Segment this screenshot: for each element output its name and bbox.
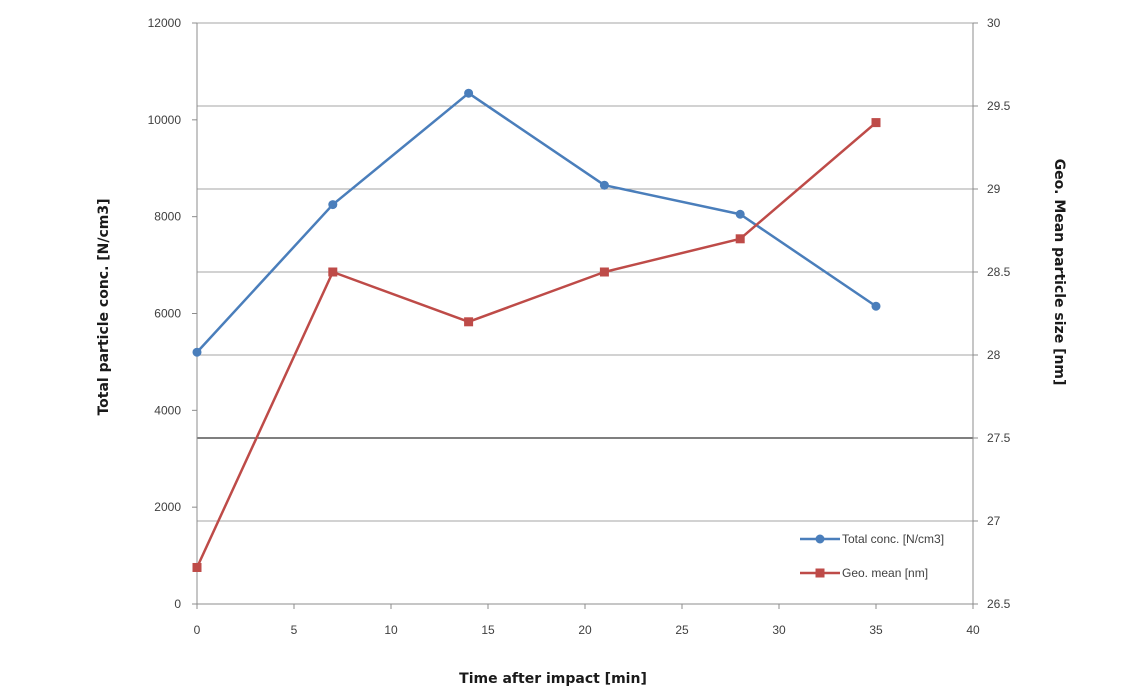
data-point (192, 347, 202, 357)
data-point (871, 118, 881, 128)
right-y-tick-label: 26.5 (987, 597, 1011, 611)
left-y-tick-label: 0 (174, 597, 181, 611)
left-y-tick-label: 8000 (154, 210, 181, 224)
series-geo-mean (192, 118, 881, 572)
left-y-tick-label: 6000 (154, 307, 181, 321)
right-y-tick-labels: 26.5 27 27.5 28 28.5 29 29.5 30 (987, 16, 1011, 611)
right-y-tick-label: 28.5 (987, 265, 1011, 279)
x-tick-label: 15 (481, 623, 495, 637)
left-y-tick-label: 4000 (154, 403, 181, 417)
data-point (599, 180, 609, 190)
data-point (328, 267, 338, 277)
x-tick-label: 25 (675, 623, 689, 637)
series-total-conc (192, 88, 881, 357)
left-y-tick-labels: 0 2000 4000 6000 8000 10000 12000 (148, 16, 182, 611)
x-tick-label: 10 (384, 623, 398, 637)
left-y-axis-title: Total particle conc. [N/cm3] (96, 198, 112, 415)
data-point (735, 209, 745, 219)
data-point (328, 200, 338, 210)
legend-marker-geo-mean (815, 568, 825, 578)
right-y-tick-label: 30 (987, 16, 1001, 30)
legend-item-total-conc: Total conc. [N/cm3] (800, 532, 944, 546)
axes (192, 22, 978, 609)
right-y-tick-label: 29.5 (987, 99, 1011, 113)
right-y-tick-label: 29 (987, 182, 1001, 196)
right-y-tick-label: 27 (987, 514, 1001, 528)
right-y-tick-label: 27.5 (987, 431, 1011, 445)
legend-marker-total-conc (815, 534, 825, 544)
gridlines (197, 22, 973, 522)
x-tick-label: 35 (869, 623, 883, 637)
left-y-tick-label: 10000 (148, 113, 182, 127)
legend-label-geo-mean: Geo. mean [nm] (842, 566, 928, 580)
x-tick-labels: 0 5 10 15 20 25 30 35 40 (194, 623, 980, 637)
x-tick-label: 40 (966, 623, 980, 637)
right-y-axis-title: Geo. Mean particle size [nm] (1051, 159, 1067, 386)
left-y-tick-label: 2000 (154, 500, 181, 514)
series-layer (192, 88, 881, 572)
legend-item-geo-mean: Geo. mean [nm] (800, 566, 928, 580)
data-point (192, 562, 202, 572)
right-y-tick-label: 28 (987, 348, 1001, 362)
x-tick-label: 30 (772, 623, 786, 637)
series-line (196, 91, 877, 354)
data-point (464, 317, 474, 327)
left-y-tick-label: 12000 (148, 16, 182, 30)
legend-label-total-conc: Total conc. [N/cm3] (842, 532, 944, 546)
x-tick-label: 5 (291, 623, 298, 637)
x-tick-label: 0 (194, 623, 201, 637)
data-point (599, 267, 609, 277)
data-point (735, 234, 745, 244)
series-line (195, 121, 877, 569)
data-point (464, 88, 474, 98)
x-axis-title: Time after impact [min] (459, 671, 647, 687)
data-point (871, 301, 881, 311)
legend: Total conc. [N/cm3] Geo. mean [nm] (800, 532, 944, 580)
x-tick-label: 20 (578, 623, 592, 637)
